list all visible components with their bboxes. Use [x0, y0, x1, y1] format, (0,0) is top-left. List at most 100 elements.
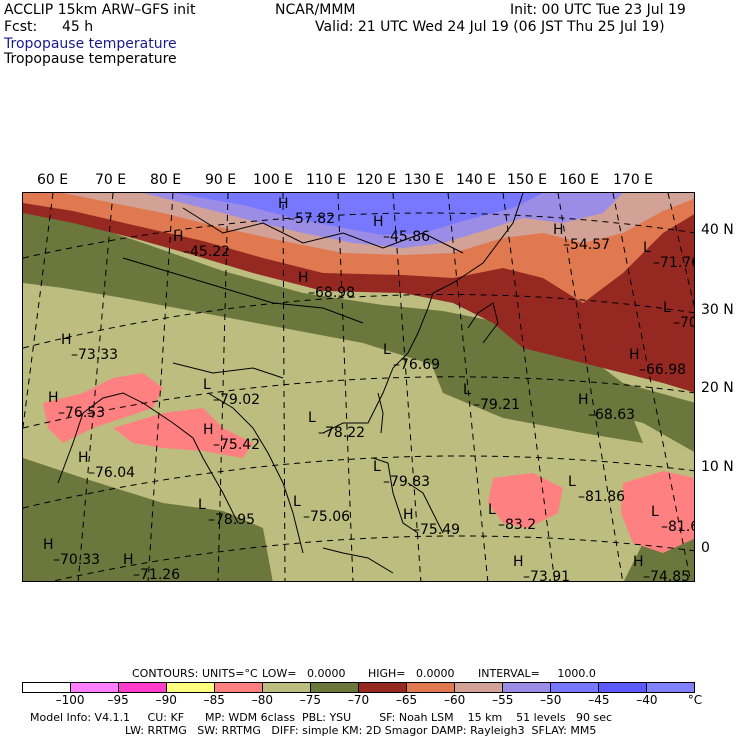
extremum-value: –76.04 — [88, 465, 136, 481]
colorbar-segment — [599, 683, 647, 692]
low-marker: L — [308, 410, 316, 426]
extremum-value: –75.42 — [213, 437, 261, 453]
high-marker: H — [513, 554, 524, 570]
colorbar-segment — [455, 683, 503, 692]
latitude-label: 0 — [701, 540, 710, 556]
latitude-label: 10 N — [701, 459, 734, 475]
colorbar-segment — [503, 683, 551, 692]
fill-minus-70-southwest — [23, 458, 273, 581]
valid-time: Valid: 21 UTC Wed 24 Jul 19 (06 JST Thu … — [315, 19, 665, 35]
map-plot: H–57.82H–45.22H–45.86H–54.57L–71.76H–68.… — [22, 192, 695, 582]
low-marker: L — [383, 342, 391, 358]
colorbar-segment — [311, 683, 359, 692]
coastlines — [57, 193, 524, 574]
low-marker: L — [651, 504, 659, 520]
low-marker: L — [663, 300, 671, 316]
high-marker: H — [61, 332, 72, 348]
colorbar-segment — [647, 683, 694, 692]
colorbar-segment — [215, 683, 263, 692]
longitude-label: 110 E — [306, 172, 347, 188]
extremum-value: –70 — [673, 315, 694, 331]
extremum-value: –76.53 — [58, 405, 106, 421]
colorbar-segment — [119, 683, 167, 692]
colorbar-segment — [71, 683, 119, 692]
colorbar-unit: °C — [687, 693, 703, 707]
high-marker: H — [278, 196, 289, 212]
longitude-label: 60 E — [37, 172, 69, 188]
contour-high: HIGH= 0.0000 — [368, 667, 455, 680]
latitude-label: 40 N — [701, 222, 734, 238]
low-marker: L — [293, 494, 301, 510]
colorbar-tick-label: –95 — [107, 693, 129, 707]
longitude-label: 140 E — [456, 172, 497, 188]
extremum-value: –79.21 — [473, 397, 521, 413]
extremum-value: –74.85 — [643, 569, 691, 582]
colorbar-segment — [551, 683, 599, 692]
longitude-label: 100 E — [253, 172, 294, 188]
extremum-value: –45.86 — [383, 229, 431, 245]
center-label: NCAR/MMM — [275, 2, 356, 18]
contour-low: LOW= 0.0000 — [262, 667, 346, 680]
fill-minus-80-india — [43, 373, 163, 443]
high-marker: H — [43, 537, 54, 553]
fill-minus-80-pacific — [488, 473, 563, 528]
fill-minus-70-east — [423, 343, 643, 443]
extremum-value: –66.98 — [639, 362, 687, 378]
longitude-label: 150 E — [507, 172, 548, 188]
meridian-lines — [23, 193, 694, 581]
extremum-value: –79.02 — [213, 392, 261, 408]
map-canvas — [23, 193, 694, 581]
high-marker: H — [48, 390, 59, 406]
high-marker: H — [173, 229, 184, 245]
high-marker: H — [578, 392, 589, 408]
fill-minus-70-north — [23, 211, 694, 452]
longitude-label: 130 E — [404, 172, 445, 188]
colorbar-tick-label: –65 — [395, 693, 418, 707]
colorbar-segment — [407, 683, 455, 692]
colorbar-segment — [167, 683, 215, 692]
low-marker: L — [643, 240, 651, 256]
colorbar-tick-label: –40 — [636, 693, 658, 707]
low-marker: L — [203, 377, 211, 393]
forecast-hour: 45 h — [62, 19, 94, 35]
extremum-value: –78.95 — [208, 512, 256, 528]
contour-units: UNITS=°C — [202, 667, 258, 680]
contour-interval: INTERVAL= 1000.0 — [478, 667, 596, 680]
high-marker: H — [403, 507, 414, 523]
colorbar-tick-label: –90 — [155, 693, 177, 707]
low-marker: L — [198, 497, 206, 513]
colorbar-tick-label: –50 — [540, 693, 562, 707]
high-marker: H — [298, 270, 309, 286]
field-title: Tropopause temperature — [4, 36, 177, 52]
extremum-value: –57.82 — [288, 211, 336, 227]
extremum-value: –68.98 — [308, 285, 356, 301]
colorbar-segment — [23, 683, 71, 692]
extremum-value: –70.33 — [53, 552, 101, 568]
longitude-label: 170 E — [613, 172, 654, 188]
extremum-value: –68.63 — [588, 407, 636, 423]
extremum-value: –75.49 — [413, 522, 461, 538]
extremum-value: –83.2 — [498, 517, 537, 533]
extremum-value: –71.26 — [133, 567, 181, 582]
longitude-label: 160 E — [559, 172, 600, 188]
extremum-value: –75.06 — [303, 509, 351, 525]
colorbar — [22, 682, 695, 693]
low-marker: L — [568, 474, 576, 490]
colorbar-tick-label: –70 — [347, 693, 370, 707]
model-title: ACCLIP 15km ARW–GFS init — [4, 2, 196, 18]
extremum-value: –73.33 — [71, 347, 119, 363]
colorbar-tick-label: –80 — [251, 693, 273, 707]
extremum-value: –71.76 — [653, 255, 694, 271]
colorbar-tick-label: –100 — [55, 693, 85, 707]
colorbar-tick-label: –85 — [203, 693, 225, 707]
extremum-value: –79.83 — [383, 474, 431, 490]
colorbar-tick-label: –60 — [444, 693, 466, 707]
low-marker: L — [488, 502, 496, 518]
model-info-line-2: LW: RRTMG SW: RRTMG DIFF: simple KM: 2D … — [125, 724, 597, 737]
extremum-value: –81.6 — [661, 519, 694, 535]
high-marker: H — [373, 214, 384, 230]
extremum-value: –81.86 — [578, 489, 626, 505]
model-info-line-1: Model Info: V4.1.1 CU: KF MP: WDM 6class… — [30, 711, 613, 724]
low-marker: L — [463, 382, 471, 398]
high-marker: H — [203, 422, 214, 438]
